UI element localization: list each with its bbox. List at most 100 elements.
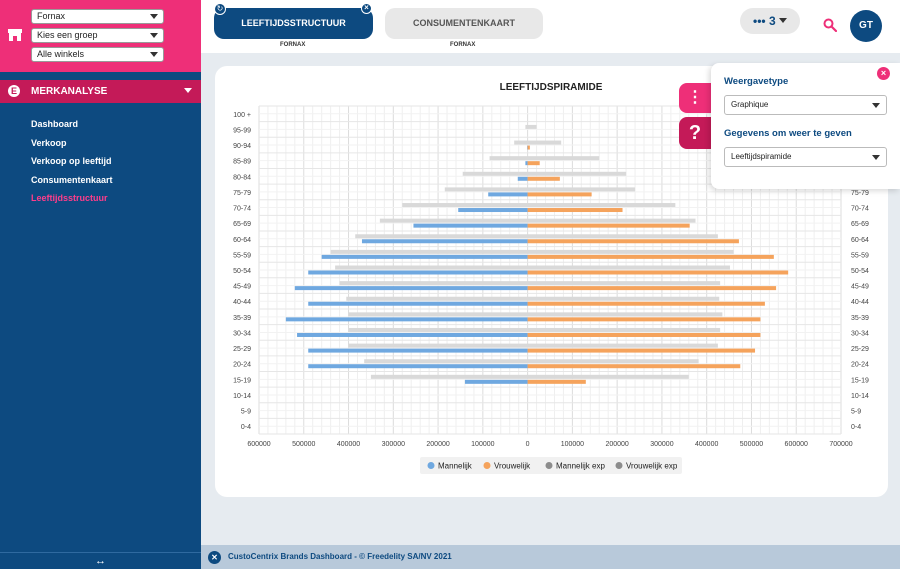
bar-vrouwelijk-exp bbox=[527, 312, 723, 317]
sidebar-filter-panel: Fornax Kies een groep Alle winkels bbox=[0, 0, 201, 72]
freedelity-logo-icon: ✕ bbox=[208, 551, 221, 564]
refresh-icon[interactable]: ↻ bbox=[214, 3, 226, 15]
bar-mannelijk bbox=[525, 161, 528, 166]
store-icon[interactable] bbox=[8, 29, 22, 41]
display-type-value: Graphique bbox=[731, 100, 769, 109]
bar-mannelijk bbox=[308, 270, 528, 275]
x-tick-label: 200000 bbox=[605, 441, 628, 448]
y-tick-label-left: 5-9 bbox=[241, 409, 251, 416]
y-tick-label-left: 50-54 bbox=[233, 268, 251, 275]
y-tick-label-right: 65-69 bbox=[851, 221, 869, 228]
legend-label: Vrouwelijk exp bbox=[626, 462, 678, 471]
brand-select[interactable]: Fornax bbox=[31, 9, 164, 24]
group-select[interactable]: Kies een groep bbox=[31, 28, 164, 43]
close-icon[interactable]: × bbox=[877, 67, 890, 80]
sidebar-item-verkoop-op-leeftijd[interactable]: Verkoop op leeftijd bbox=[31, 156, 112, 166]
y-tick-label-right: 25-29 bbox=[851, 346, 869, 353]
bar-vrouwelijk-exp bbox=[527, 343, 718, 348]
bar-mannelijk-exp bbox=[364, 359, 528, 364]
bar-vrouwelijk-exp bbox=[527, 249, 734, 254]
y-tick-label-right: 30-34 bbox=[851, 330, 869, 337]
y-tick-label-left: 85-89 bbox=[233, 159, 251, 166]
tab-consumentenkaart[interactable]: CONSUMENTENKAART bbox=[385, 8, 543, 39]
bar-vrouwelijk-exp bbox=[527, 156, 600, 161]
display-settings-popover: × Weergavetype Graphique Gegevens om wee… bbox=[711, 63, 900, 189]
top-bar: LEEFTIJDSSTRUCTUUR ↻ × FORNAX CONSUMENTE… bbox=[201, 0, 900, 53]
x-tick-label: 600000 bbox=[785, 441, 808, 448]
bar-vrouwelijk bbox=[527, 364, 741, 369]
bar-mannelijk-exp bbox=[514, 140, 528, 145]
bar-mannelijk bbox=[458, 208, 528, 213]
bar-mannelijk bbox=[464, 379, 528, 384]
sidebar-item-leeftijdsstructuur[interactable]: Leeftijdsstructuur bbox=[31, 193, 108, 203]
bar-mannelijk-exp bbox=[348, 327, 528, 332]
bar-mannelijk-exp bbox=[339, 281, 528, 286]
y-tick-label-left: 15-19 bbox=[233, 377, 251, 384]
chevron-down-icon bbox=[150, 14, 158, 19]
bar-vrouwelijk-exp bbox=[527, 265, 730, 270]
y-tick-label-left: 100 + bbox=[233, 112, 251, 119]
section-label: MERKANALYSE bbox=[31, 86, 108, 97]
bar-mannelijk-exp bbox=[379, 218, 528, 223]
bar-mannelijk-exp bbox=[525, 124, 528, 129]
chevron-down-icon bbox=[779, 18, 787, 23]
bar-vrouwelijk-exp bbox=[527, 359, 699, 364]
bar-mannelijk bbox=[308, 348, 528, 353]
tab-sublabel: FORNAX bbox=[450, 42, 476, 48]
bar-vrouwelijk bbox=[527, 208, 623, 213]
store-select[interactable]: Alle winkels bbox=[31, 47, 164, 62]
tab-label: LEEFTIJDSSTRUCTUUR bbox=[241, 18, 346, 28]
display-type-label: Weergavetype bbox=[724, 76, 789, 87]
bar-mannelijk bbox=[361, 239, 528, 244]
sidebar-item-dashboard[interactable]: Dashboard bbox=[31, 119, 79, 129]
tab-leeftijdsstructuur[interactable]: LEEFTIJDSSTRUCTUUR bbox=[214, 8, 373, 39]
data-select[interactable]: Leeftijdspiramide bbox=[724, 147, 887, 167]
close-icon[interactable]: × bbox=[361, 3, 372, 14]
bar-mannelijk-exp bbox=[346, 296, 528, 301]
bar-mannelijk-exp bbox=[355, 234, 528, 239]
bar-mannelijk bbox=[308, 364, 528, 369]
bar-mannelijk-exp bbox=[489, 156, 528, 161]
bar-vrouwelijk bbox=[527, 223, 690, 228]
bar-vrouwelijk-exp bbox=[527, 203, 676, 208]
legend-marker bbox=[545, 462, 553, 469]
bar-vrouwelijk bbox=[527, 379, 586, 384]
x-tick-label: 500000 bbox=[740, 441, 763, 448]
legend-marker bbox=[615, 462, 623, 469]
legend-label: Mannelijk bbox=[438, 462, 473, 471]
y-tick-label-right: 75-79 bbox=[851, 190, 869, 197]
y-tick-label-left: 10-14 bbox=[233, 393, 251, 400]
bar-mannelijk-exp bbox=[444, 187, 528, 192]
sidebar-item-consumentenkaart[interactable]: Consumentenkaart bbox=[31, 174, 113, 185]
bar-vrouwelijk-exp bbox=[527, 281, 721, 286]
avatar[interactable]: GT bbox=[850, 10, 882, 42]
more-tabs-button[interactable]: ••• 3 bbox=[740, 8, 800, 34]
legend-marker bbox=[427, 462, 435, 469]
chevron-down-icon bbox=[184, 88, 192, 93]
help-button[interactable]: ? bbox=[679, 117, 711, 149]
bar-mannelijk-exp bbox=[348, 343, 528, 348]
sidebar-item-verkoop[interactable]: Verkoop bbox=[31, 137, 67, 148]
y-tick-label-left: 70-74 bbox=[233, 206, 251, 213]
y-tick-label-left: 20-24 bbox=[233, 362, 251, 369]
display-type-select[interactable]: Graphique bbox=[724, 95, 887, 115]
y-tick-label-right: 55-59 bbox=[851, 252, 869, 259]
section-merkanalyse[interactable]: E MERKANALYSE bbox=[0, 80, 201, 103]
sidebar-resize-handle[interactable]: ↔ bbox=[0, 552, 201, 569]
tab-sublabel: FORNAX bbox=[280, 42, 306, 48]
y-tick-label-right: 70-74 bbox=[851, 206, 869, 213]
chart-title: LEEFTIJDSPIRAMIDE bbox=[500, 82, 603, 93]
bar-mannelijk bbox=[294, 286, 528, 291]
search-icon[interactable] bbox=[823, 18, 837, 32]
y-tick-label-left: 35-39 bbox=[233, 315, 251, 322]
chevron-down-icon bbox=[150, 33, 158, 38]
data-label: Gegevens om weer te geven bbox=[724, 128, 852, 139]
bar-vrouwelijk-exp bbox=[527, 327, 721, 332]
brand-select-value: Fornax bbox=[37, 11, 66, 21]
options-button[interactable]: ⋮ bbox=[679, 83, 711, 113]
bar-vrouwelijk bbox=[527, 317, 761, 322]
y-tick-label-right: 15-19 bbox=[851, 377, 869, 384]
bar-vrouwelijk-exp bbox=[527, 187, 636, 192]
y-tick-label-left: 30-34 bbox=[233, 330, 251, 337]
bar-mannelijk-exp bbox=[348, 312, 528, 317]
